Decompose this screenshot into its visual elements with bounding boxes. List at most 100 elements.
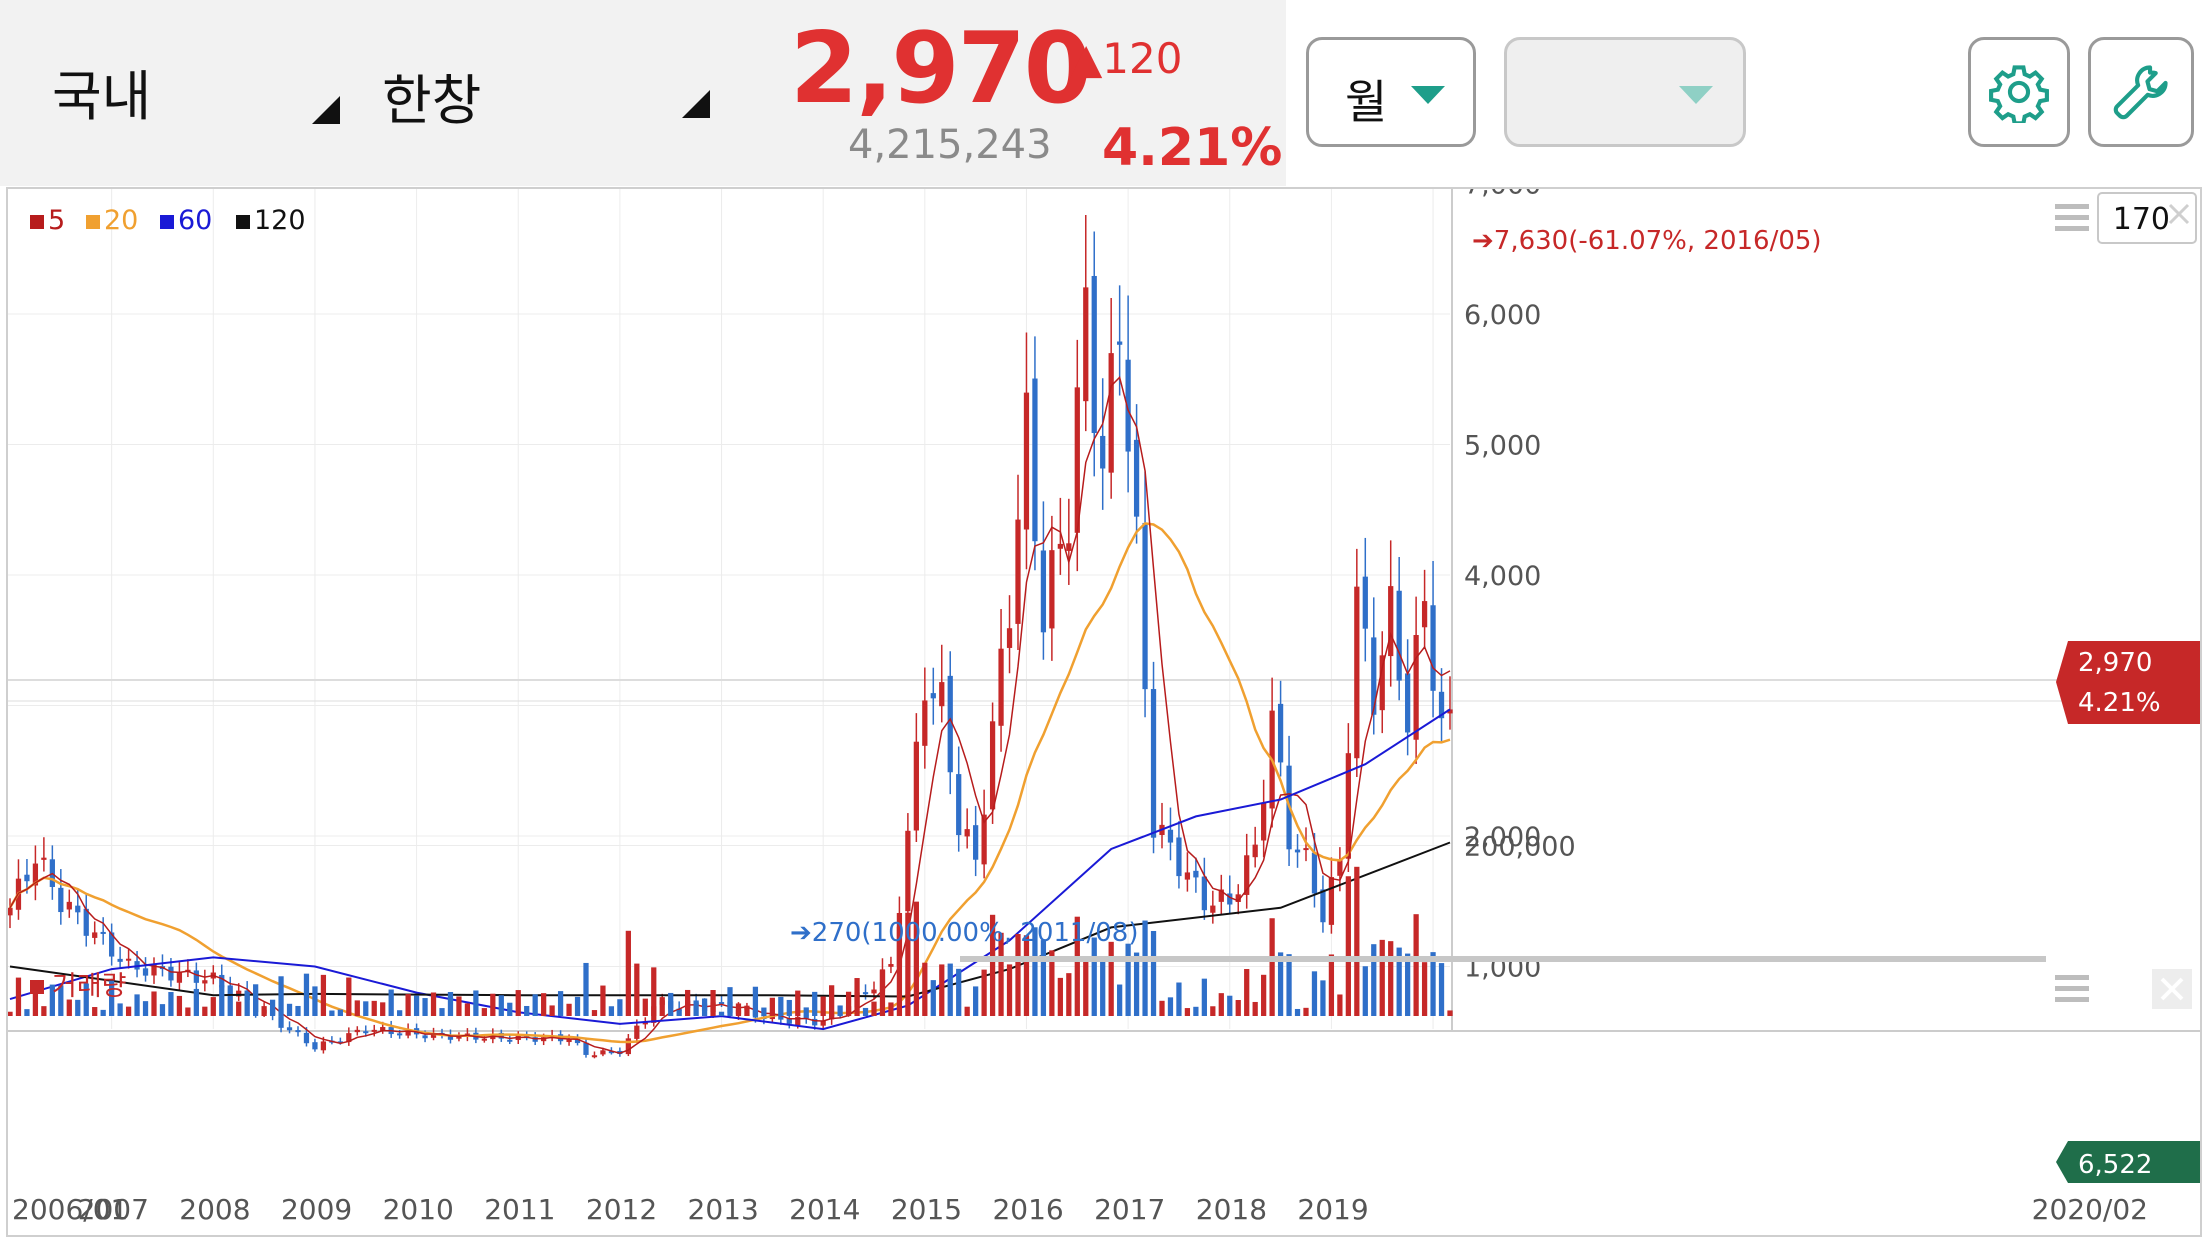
volume-bar [795,990,801,1016]
volume-close-icon[interactable] [2152,969,2192,1009]
volume-bar [15,977,22,1016]
x-axis-label: 2010 [383,1193,454,1226]
candle-body [354,1029,360,1033]
volume-bar [41,1006,47,1016]
candle-body [625,1038,631,1055]
volume-bar [1430,952,1436,1016]
volume-bar [1405,953,1411,1016]
chart-menu-icon[interactable] [2055,204,2089,231]
settings-button[interactable] [1968,37,2070,147]
volume-bar [1354,866,1360,1016]
candle-body [303,1032,310,1044]
volume-bar [380,1002,386,1016]
volume-bar [973,986,979,1016]
volume-bar [1100,961,1106,1016]
candle-body [1235,894,1241,902]
volume-bar [820,996,826,1016]
volume-bar [447,992,454,1016]
candle-body [1117,341,1123,345]
volume-bar [1438,963,1445,1016]
candle-body [176,972,183,983]
candle-body [193,970,199,983]
volume-menu-icon[interactable] [2055,975,2089,1002]
volume-bar [490,993,496,1016]
volume-bar [888,1002,894,1016]
period-label: 월 [1345,75,1388,129]
x-axis-label: 2007 [78,1193,149,1226]
volume-bar [617,999,623,1016]
candle-body [125,958,132,961]
candle-body [1294,849,1301,853]
candle-body [566,1039,572,1043]
volume-bar [295,1005,301,1016]
x-axis-label: 2019 [1297,1193,1368,1226]
price-chart[interactable]: 1,0002,0004,0005,0006,0007,000200,000200… [8,189,2200,1235]
candle-body [1345,753,1351,859]
candle-body [947,675,953,773]
candle-body [1277,703,1284,763]
volume-bar [769,997,775,1016]
chart-type-select[interactable] [1504,37,1746,147]
candle-body [142,968,149,976]
stock-dropdown-icon[interactable] [682,90,710,118]
market-selector[interactable]: 국내 [52,65,152,128]
volume-bar [989,914,996,1016]
volume-bar [1244,969,1250,1016]
candle-body [820,1020,826,1026]
volume-bar [464,1003,471,1016]
volume-axis-label: 200,000 [1464,831,1576,862]
volume-bar [8,1011,13,1016]
volume-bar [498,995,504,1016]
volume-legend: 거래량 [52,971,127,1002]
candle-body [219,974,225,988]
legend-ma20: 20 [104,205,138,236]
grid-lines [8,189,2200,1032]
candle-body [1210,905,1216,913]
volume-bar [278,976,284,1016]
chart-scrollbar[interactable] [960,956,2046,962]
chart-panel[interactable]: 1,0002,0004,0005,0006,0007,000200,000200… [6,187,2202,1237]
legend-ma5: 5 [48,205,65,236]
zoom-value[interactable]: 170 [2113,202,2170,237]
volume-bar [422,998,428,1016]
volume-bar [1210,1006,1216,1016]
tools-button[interactable] [2088,37,2194,147]
volume-bar [75,999,81,1016]
volume-bar [329,1010,335,1016]
market-dropdown-icon[interactable] [312,96,340,124]
candle-body [1252,844,1258,858]
candle-body [286,1027,293,1031]
volume-bar [1176,982,1182,1016]
stock-selector[interactable]: 한창 [382,69,482,132]
volume-bar [261,1006,267,1016]
volume-bar [193,988,199,1016]
candle-body [1311,852,1318,894]
candle-body [1125,359,1131,452]
volume-bar [32,993,39,1016]
volume-bar [871,1001,877,1016]
candle-body [1176,837,1182,877]
volume-bar [981,969,987,1016]
volume-bar [947,963,953,1016]
volume-bar [1015,934,1021,1016]
period-select[interactable]: 월 [1306,37,1476,147]
volume-bar [1277,952,1284,1016]
candle-body [117,958,123,962]
volume-bar [1201,978,1207,1016]
volume-bar [202,1006,208,1016]
volume-bar [1218,993,1224,1016]
candle-body [109,932,115,957]
candle-body [151,964,157,976]
volume-bar [752,986,759,1016]
price-axis-label: 2,000 [1464,822,1541,853]
close-icon[interactable] [2168,203,2190,225]
volume-bar [905,912,911,1016]
volume-bar [269,999,276,1016]
volume-bar [1108,941,1114,1016]
x-axis-label: 2008 [179,1193,250,1226]
volume-bar [168,992,174,1016]
volume-bar [159,1004,166,1016]
candle-body [973,825,979,860]
volume-bar [583,962,589,1016]
candle-body [862,992,869,995]
